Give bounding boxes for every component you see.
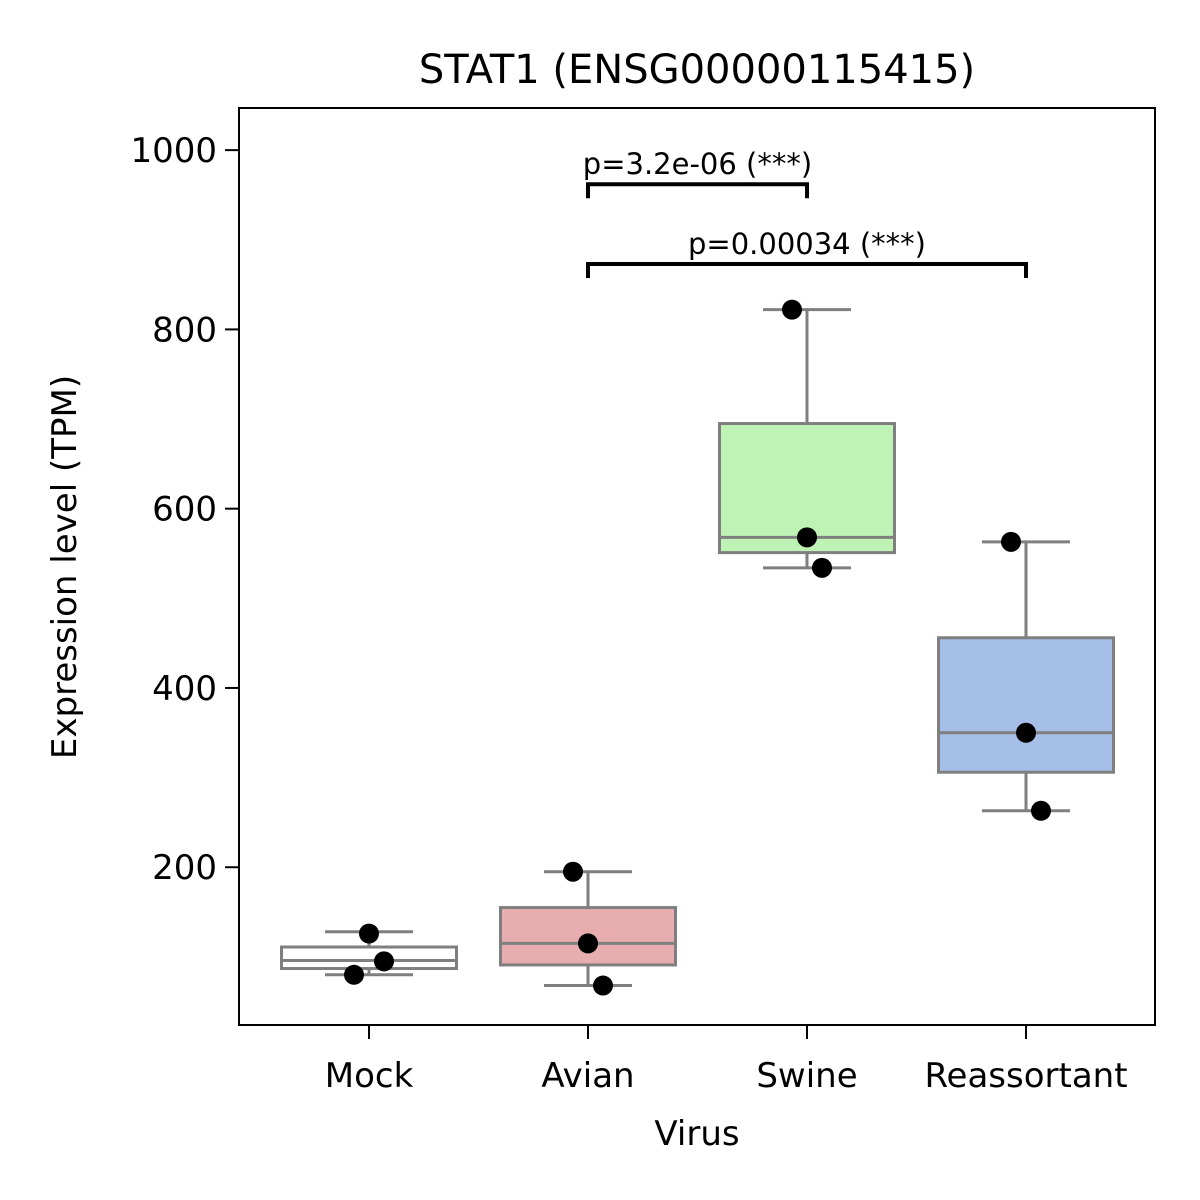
significance-bracket: p=0.00034 (***) <box>586 227 1028 278</box>
box-reassortant <box>937 540 1115 813</box>
interquartile-box <box>280 945 458 971</box>
p-value-label: p=0.00034 (***) <box>688 227 926 261</box>
interquartile-box <box>499 906 677 967</box>
interquartile-box <box>937 636 1115 774</box>
data-point <box>374 951 394 972</box>
y-tick-label: 1000 <box>130 131 217 171</box>
y-tick-label: 200 <box>152 848 217 888</box>
chart-title: STAT1 (ENSG00000115415) <box>419 47 975 93</box>
y-tick-label: 800 <box>152 310 217 350</box>
data-point <box>782 299 802 320</box>
y-axis-label: Expression level (TPM) <box>45 375 85 759</box>
data-point <box>797 527 817 548</box>
data-point <box>1016 722 1036 743</box>
data-point <box>1031 800 1051 821</box>
data-point <box>812 557 832 578</box>
p-value-label: p=3.2e-06 (***) <box>583 147 812 181</box>
x-tick-label: Swine <box>756 1056 857 1096</box>
plot-frame <box>238 107 1156 1026</box>
y-tick-label: 400 <box>152 669 217 709</box>
x-tick-label: Mock <box>325 1056 414 1096</box>
data-point <box>1001 531 1021 552</box>
data-point <box>593 975 613 996</box>
x-tick-label: Avian <box>541 1056 634 1096</box>
data-point <box>359 923 379 944</box>
bracket-line <box>586 261 1028 278</box>
data-point <box>563 861 583 882</box>
y-tick-label: 600 <box>152 490 217 530</box>
box-mock <box>280 930 458 977</box>
bracket-line <box>586 182 809 199</box>
data-point <box>578 933 598 954</box>
box-avian <box>499 870 677 988</box>
x-tick-label: Reassortant <box>924 1056 1127 1096</box>
x-axis-label: Virus <box>654 1114 739 1154</box>
data-point <box>344 964 364 985</box>
significance-bracket: p=3.2e-06 (***) <box>583 147 812 199</box>
plot-area: p=3.2e-06 (***) p=0.00034 (***) <box>225 147 1115 996</box>
